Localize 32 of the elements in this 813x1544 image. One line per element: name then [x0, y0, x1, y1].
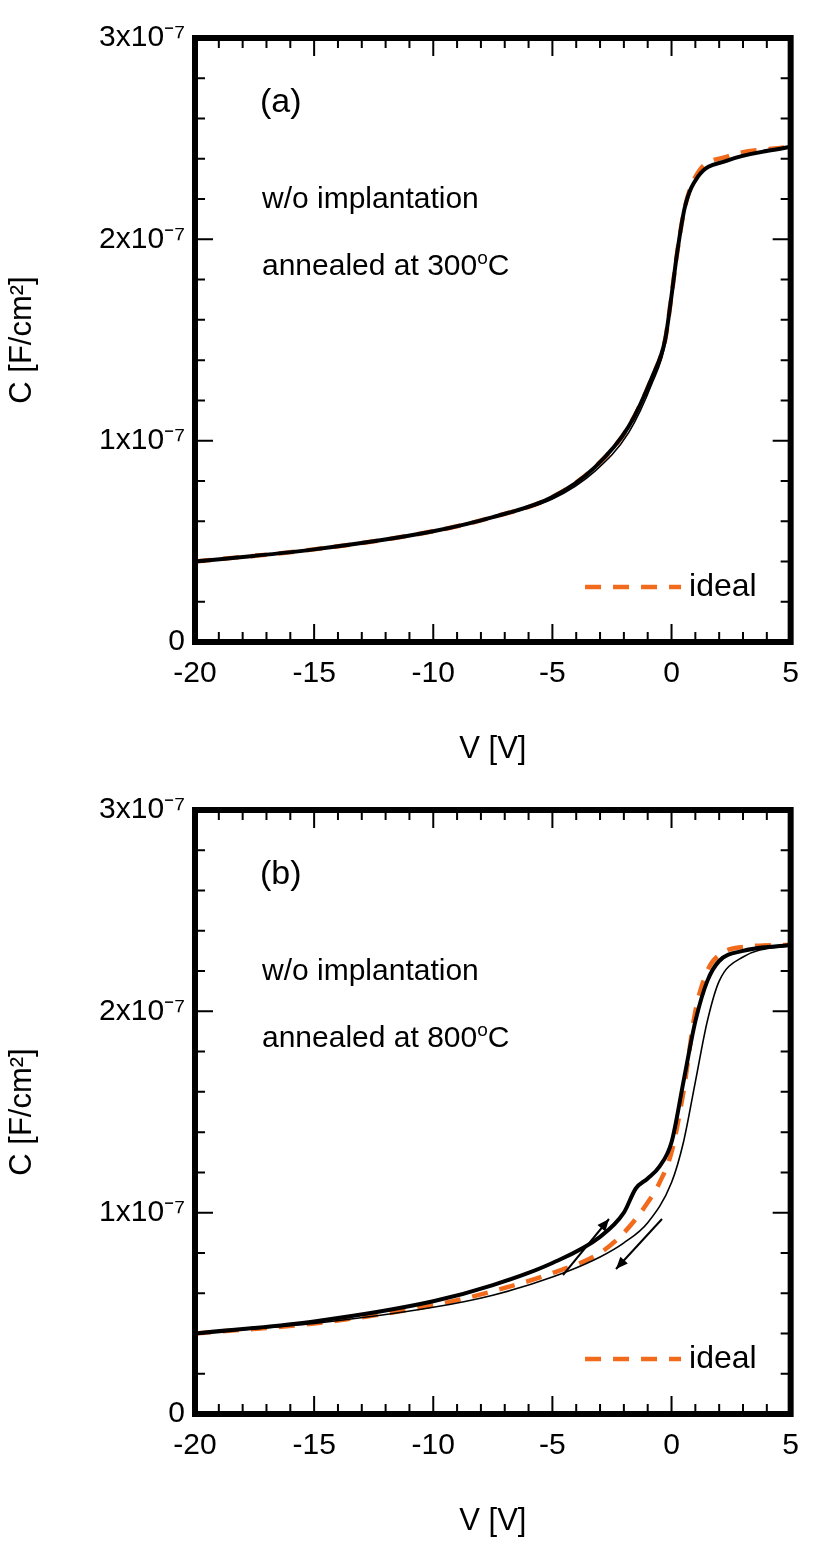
- y-tick-label: 2x10⁻⁷: [99, 992, 185, 1026]
- legend-label: ideal: [689, 566, 757, 603]
- y-tick-label: 0: [168, 623, 185, 657]
- x-tick-label: -15: [292, 1427, 336, 1461]
- x-tick-label: 0: [663, 1427, 680, 1461]
- y-tick-label: 3x10⁻⁷: [99, 791, 185, 825]
- x-tick-label: -5: [539, 1427, 566, 1461]
- annotation: annealed at 300$^{o}$C: [262, 247, 510, 281]
- x-tick-label: -20: [173, 655, 217, 689]
- x-tick-label: 0: [663, 655, 680, 689]
- y-tick-label: 0: [168, 1395, 185, 1429]
- annotation: w/o implantation: [262, 181, 479, 214]
- x-tick-label: -10: [411, 655, 455, 689]
- x-tick-label: 5: [782, 1427, 799, 1461]
- x-tick-label: -20: [173, 1427, 217, 1461]
- y-tick-label: 2x10⁻⁷: [99, 220, 185, 254]
- annotation: (a): [260, 81, 302, 119]
- y-axis-title: C [F/cm²]: [3, 276, 39, 404]
- x-axis-title: V [V]: [459, 1501, 527, 1537]
- x-tick-label: -5: [539, 655, 566, 689]
- annotation: w/o implantation: [262, 953, 479, 986]
- legend-label: ideal: [689, 1338, 757, 1375]
- x-tick-label: 5: [782, 655, 799, 689]
- annotation: (b): [260, 853, 302, 891]
- y-tick-label: 1x10⁻⁷: [99, 1193, 185, 1227]
- y-tick-label: 1x10⁻⁷: [99, 421, 185, 455]
- x-axis-title: V [V]: [459, 729, 527, 765]
- y-tick-label: 3x10⁻⁷: [99, 19, 185, 53]
- annotation: annealed at 800$^{o}$C: [262, 1019, 510, 1053]
- y-axis-title: C [F/cm²]: [3, 1048, 39, 1176]
- x-tick-label: -10: [411, 1427, 455, 1461]
- x-tick-label: -15: [292, 655, 336, 689]
